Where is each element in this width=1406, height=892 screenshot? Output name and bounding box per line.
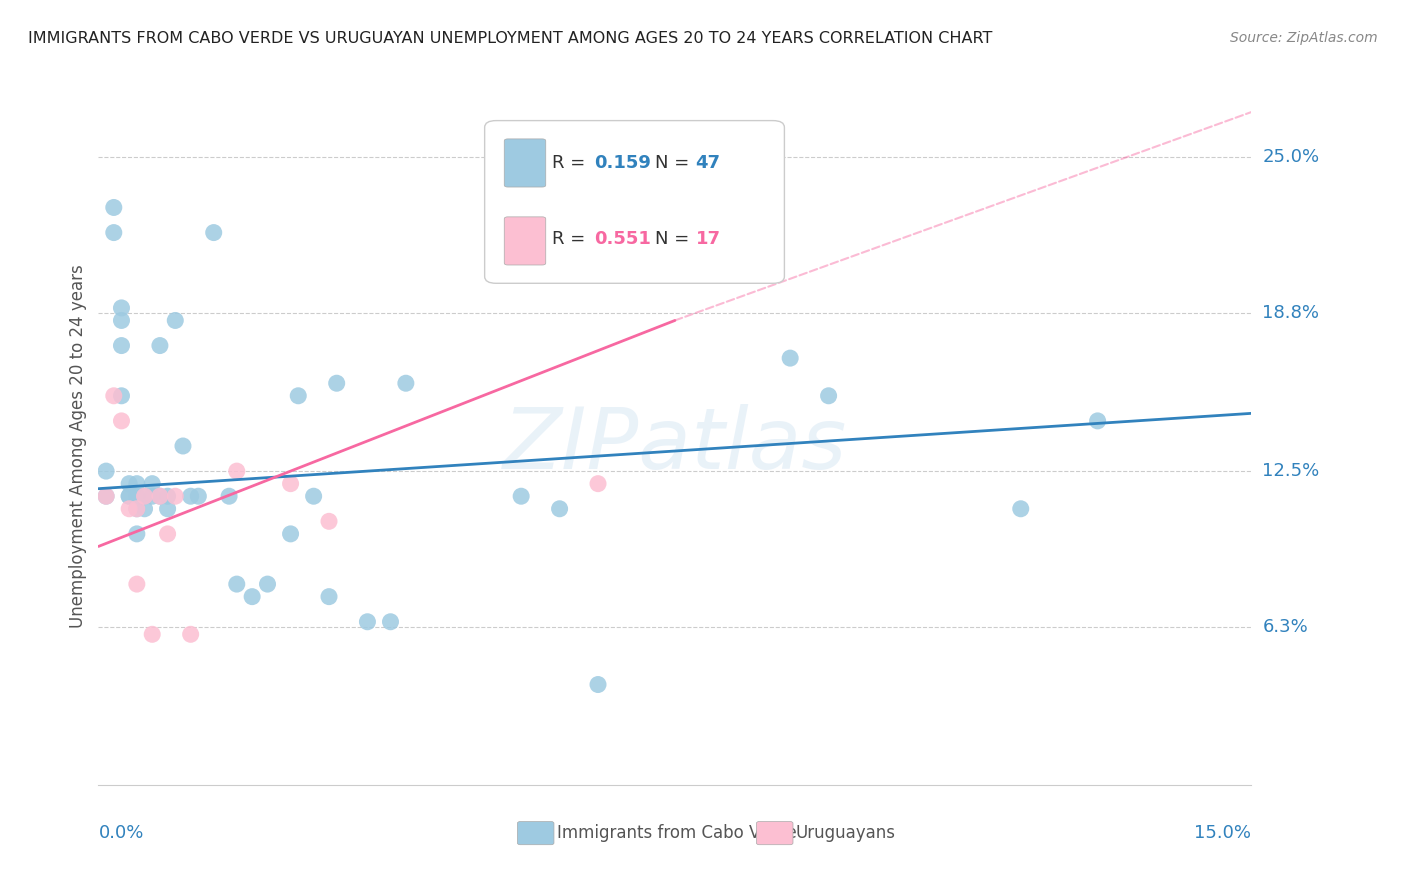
Point <box>318 590 340 604</box>
Point <box>110 313 132 327</box>
Text: 25.0%: 25.0% <box>1263 148 1320 166</box>
Point <box>103 389 125 403</box>
Point <box>110 301 132 315</box>
Point <box>110 414 132 428</box>
Point <box>125 501 148 516</box>
Point <box>165 489 187 503</box>
Point <box>149 338 172 352</box>
Point <box>110 338 132 352</box>
Text: 12.5%: 12.5% <box>1263 462 1320 480</box>
Point <box>325 376 347 391</box>
Point <box>1087 414 1109 428</box>
Point <box>548 501 571 516</box>
Point <box>395 376 418 391</box>
Text: IMMIGRANTS FROM CABO VERDE VS URUGUAYAN UNEMPLOYMENT AMONG AGES 20 TO 24 YEARS C: IMMIGRANTS FROM CABO VERDE VS URUGUAYAN … <box>28 31 993 46</box>
Text: Uruguayans: Uruguayans <box>796 824 896 842</box>
Point <box>548 201 571 215</box>
Point <box>103 201 125 215</box>
Point <box>125 476 148 491</box>
Point <box>118 489 141 503</box>
Point <box>172 439 194 453</box>
Point <box>125 527 148 541</box>
Text: 0.159: 0.159 <box>595 153 651 171</box>
FancyBboxPatch shape <box>505 139 546 187</box>
Point <box>817 389 839 403</box>
Point <box>280 527 302 541</box>
Text: 18.8%: 18.8% <box>1263 304 1319 322</box>
Point <box>180 627 202 641</box>
Point <box>1010 501 1032 516</box>
Point <box>218 489 240 503</box>
Point <box>586 476 609 491</box>
Point <box>149 489 172 503</box>
Point <box>94 464 117 478</box>
Point <box>156 489 179 503</box>
Point <box>141 489 163 503</box>
Point <box>180 489 202 503</box>
Point <box>125 501 148 516</box>
Point <box>256 577 278 591</box>
Text: N =: N = <box>655 230 696 248</box>
Point <box>586 677 609 691</box>
Text: 0.551: 0.551 <box>595 230 651 248</box>
Point <box>202 226 225 240</box>
Point <box>94 489 117 503</box>
Point <box>118 476 141 491</box>
Point <box>356 615 378 629</box>
Text: 6.3%: 6.3% <box>1263 618 1308 636</box>
Point <box>380 615 402 629</box>
Point <box>103 226 125 240</box>
Point <box>225 577 247 591</box>
Y-axis label: Unemployment Among Ages 20 to 24 years: Unemployment Among Ages 20 to 24 years <box>69 264 87 628</box>
Point <box>187 489 209 503</box>
Point <box>149 489 172 503</box>
Point <box>118 489 141 503</box>
Text: R =: R = <box>551 230 591 248</box>
Point <box>225 464 247 478</box>
Point <box>94 489 117 503</box>
Point <box>510 489 533 503</box>
Point <box>134 501 156 516</box>
Text: N =: N = <box>655 153 696 171</box>
Point <box>141 476 163 491</box>
Point <box>156 527 179 541</box>
Point <box>318 514 340 528</box>
Text: R =: R = <box>551 153 591 171</box>
Text: 0.0%: 0.0% <box>98 824 143 842</box>
Text: 17: 17 <box>696 230 721 248</box>
Text: Source: ZipAtlas.com: Source: ZipAtlas.com <box>1230 31 1378 45</box>
Point <box>779 351 801 365</box>
Text: 47: 47 <box>696 153 721 171</box>
Point <box>125 489 148 503</box>
Point <box>110 389 132 403</box>
Point <box>118 501 141 516</box>
Point <box>156 501 179 516</box>
Text: Immigrants from Cabo Verde: Immigrants from Cabo Verde <box>557 824 797 842</box>
Point <box>165 313 187 327</box>
Point <box>134 489 156 503</box>
Point <box>134 489 156 503</box>
Point <box>280 476 302 491</box>
Point <box>240 590 263 604</box>
Point <box>141 627 163 641</box>
Point <box>287 389 309 403</box>
Text: ZIPatlas: ZIPatlas <box>503 404 846 488</box>
FancyBboxPatch shape <box>505 217 546 265</box>
Point <box>302 489 325 503</box>
Point <box>125 577 148 591</box>
Text: 15.0%: 15.0% <box>1194 824 1251 842</box>
FancyBboxPatch shape <box>485 120 785 284</box>
